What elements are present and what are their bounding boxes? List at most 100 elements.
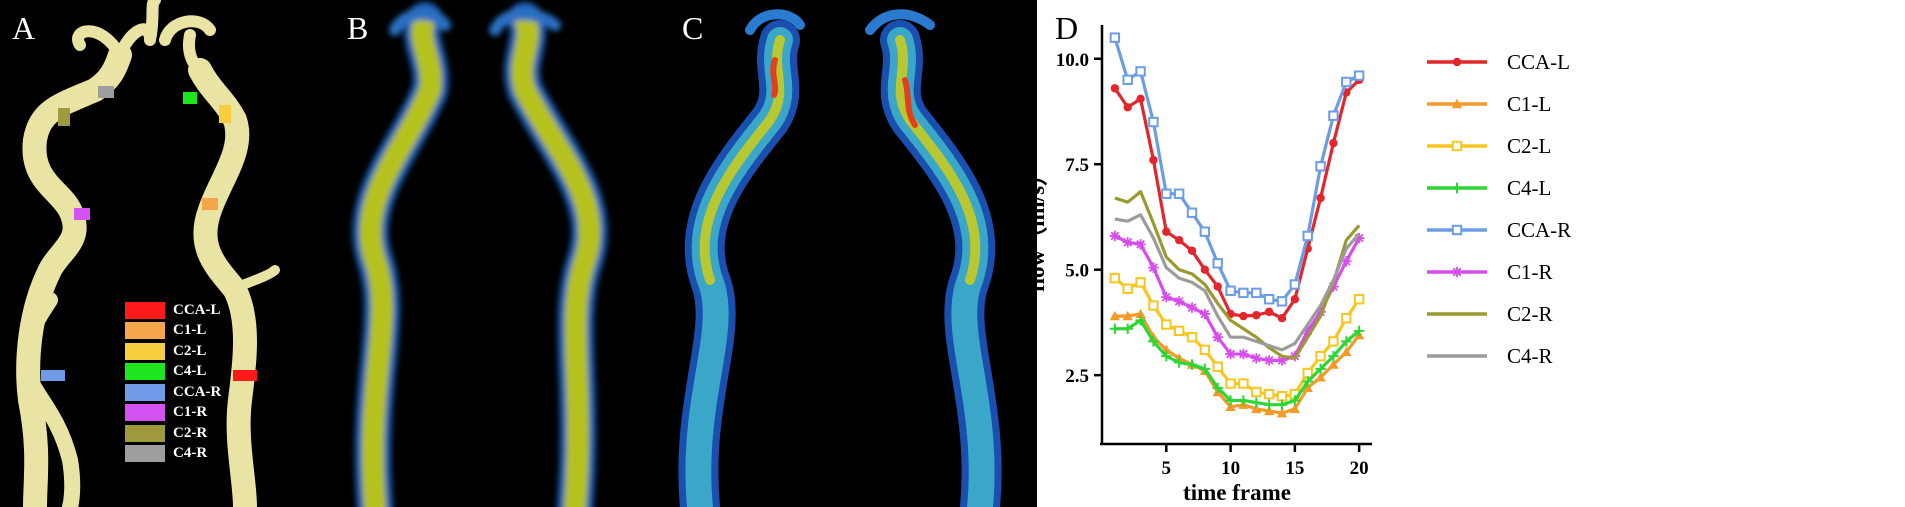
segment-legend-label: C1-R: [173, 404, 208, 420]
data-point: [1353, 70, 1365, 81]
data-point: [1162, 227, 1171, 236]
legend-label: C2-L: [1507, 134, 1551, 158]
data-point: [1199, 363, 1211, 375]
series-c4-l: [1109, 315, 1365, 410]
segment-legend-item: C2-R: [125, 423, 221, 443]
data-point: [1135, 308, 1146, 319]
segment-legend-item: CCA-L: [125, 300, 221, 320]
data-point: [1186, 207, 1198, 218]
marker-c1-l: [202, 198, 218, 210]
data-point: [1239, 311, 1248, 321]
data-point: [1289, 403, 1301, 414]
series-line: [1114, 318, 1361, 407]
data-point: [1173, 325, 1185, 337]
y-tick-label: 5.0: [1065, 261, 1089, 282]
segment-legend-item: CCA-R: [125, 382, 221, 402]
segment-legend-label: CCA-R: [173, 383, 222, 400]
chart-legend-item: CCA-L: [1427, 50, 1570, 74]
data-point: [1173, 357, 1185, 368]
volume-rendering-illustration: [352, 2, 608, 507]
panel-a-vessel-model: A CCA-L C1-L C2-L C4-L CCA-R C1-R C2-R C4-R: [0, 0, 335, 507]
data-point: [1451, 224, 1463, 236]
data-point: [1122, 283, 1133, 294]
data-point: [1122, 74, 1133, 86]
data-point: [1353, 325, 1365, 337]
data-point: [1302, 376, 1313, 387]
series-c2-r: [1114, 190, 1361, 360]
segment-legend-label: C2-R: [173, 424, 208, 441]
data-point: [1173, 296, 1185, 307]
data-point: [1329, 138, 1338, 148]
segment-legend-label: C4-L: [173, 363, 207, 379]
series-line: [1114, 190, 1361, 360]
data-point: [1277, 314, 1287, 323]
data-point: [1199, 344, 1211, 356]
y-tick-label: 2.5: [1065, 366, 1089, 387]
chart-legend-item: C4-R: [1427, 344, 1553, 368]
data-point: [1328, 336, 1339, 347]
segment-legend-item: C1-R: [125, 403, 221, 423]
data-point: [1136, 94, 1145, 104]
data-point: [1238, 378, 1249, 389]
marker-c2-r: [58, 108, 70, 126]
panel-letter-b: B: [347, 10, 369, 46]
data-point: [1225, 348, 1236, 360]
data-point: [1276, 355, 1288, 366]
data-point: [1135, 315, 1146, 326]
data-point: [1161, 350, 1172, 362]
y-axis-title: flow（ml/s）: [1037, 163, 1049, 292]
data-point: [1302, 382, 1313, 393]
marker-c4-r: [98, 86, 114, 98]
data-point: [1174, 235, 1184, 245]
data-point: [1148, 300, 1159, 311]
data-point: [1290, 295, 1300, 304]
data-point: [1161, 291, 1172, 303]
data-point: [1186, 331, 1198, 343]
series-c1-l: [1109, 308, 1365, 418]
data-point: [1276, 296, 1288, 307]
data-point: [1276, 407, 1288, 418]
marker-cca-r: [41, 370, 65, 381]
panel-letter-c: C: [682, 10, 704, 46]
data-point: [1225, 378, 1236, 389]
data-point: [1276, 391, 1288, 402]
segment-legend-swatch: [125, 424, 165, 442]
segment-legend-item: C4-L: [125, 362, 221, 382]
data-point: [1149, 155, 1158, 165]
data-point: [1123, 103, 1132, 112]
data-point: [1200, 265, 1210, 274]
data-point: [1263, 294, 1275, 305]
data-point: [1264, 307, 1274, 317]
chart-legend-item: C2-R: [1427, 302, 1553, 326]
legend-label: C4-R: [1507, 344, 1553, 368]
segment-legend-label: CCA-L: [173, 301, 221, 318]
data-point: [1328, 110, 1339, 121]
segment-legend-item: C2-L: [125, 341, 221, 361]
y-tick-label: 10.0: [1056, 50, 1089, 71]
data-point: [1251, 353, 1262, 364]
chart-legend-item: CCA-R: [1427, 218, 1571, 242]
x-axis-title: time frame: [1183, 480, 1291, 505]
data-point: [1135, 277, 1146, 288]
segment-legend-label: C2-L: [173, 342, 207, 359]
data-point: [1161, 188, 1172, 199]
chart-legend-item: C1-L: [1427, 92, 1551, 116]
data-point: [1186, 359, 1198, 370]
data-point: [1109, 230, 1121, 242]
data-point: [1263, 405, 1275, 416]
segment-legend-swatch: [125, 445, 165, 462]
series-cca-r: [1109, 32, 1365, 307]
data-point: [1148, 336, 1159, 347]
series-line: [1114, 312, 1361, 415]
flow-line-chart: 2.5 5.0 7.5 10.0 5 10 15 20 time frame flow（ml/s）…: [1037, 25, 1571, 505]
data-point: [1353, 294, 1365, 305]
panel-letter-a: A: [12, 10, 36, 46]
data-point: [1263, 388, 1275, 400]
data-point: [1328, 350, 1339, 362]
data-point: [1263, 399, 1275, 410]
legend-label: CCA-L: [1507, 50, 1570, 74]
data-point: [1289, 279, 1301, 290]
data-point: [1341, 313, 1352, 324]
data-point: [1315, 372, 1326, 382]
data-point: [1341, 256, 1352, 267]
